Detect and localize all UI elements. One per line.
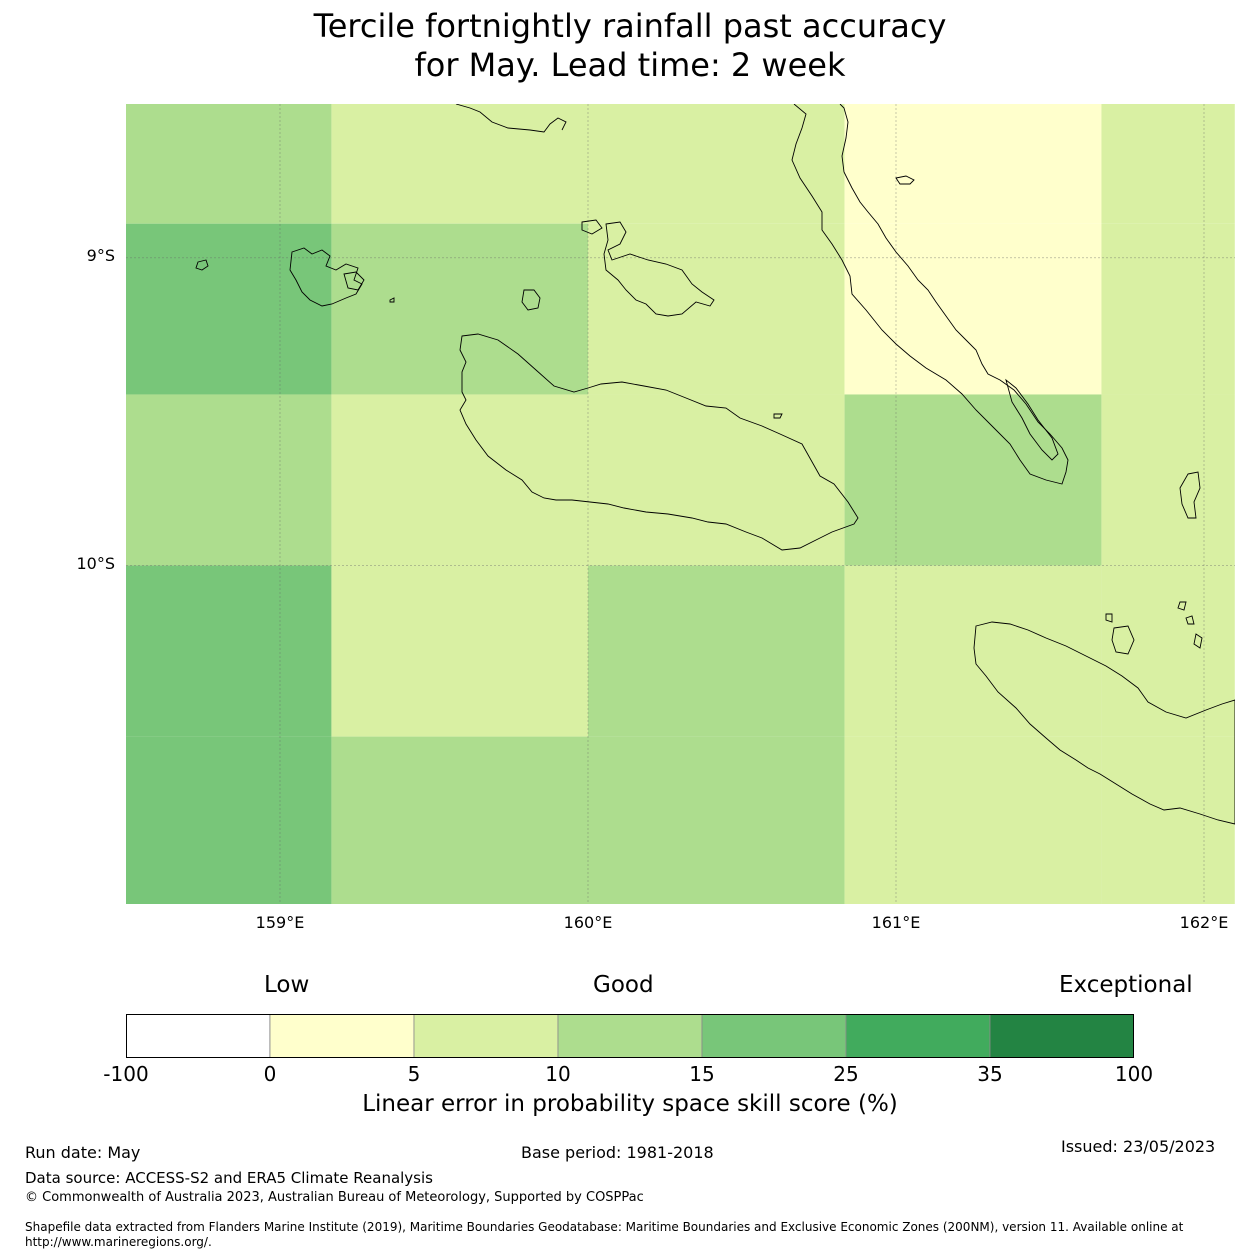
skill-grid-cells bbox=[126, 104, 1235, 904]
skill-cell bbox=[844, 394, 1102, 566]
lon-tick-label-162e: 162°E bbox=[1179, 913, 1229, 932]
island-russell-east bbox=[343, 271, 365, 291]
colorbar-category-exceptional: Exceptional bbox=[1059, 972, 1193, 998]
skill-cell bbox=[1101, 104, 1235, 224]
island-florida bbox=[603, 221, 715, 317]
skill-cell bbox=[844, 565, 1102, 737]
skill-cell bbox=[126, 223, 332, 395]
skill-map bbox=[126, 104, 1235, 904]
islet-west bbox=[195, 259, 209, 271]
colorbar-tick-5: 5 bbox=[407, 1062, 421, 1086]
island-malaita-small bbox=[895, 175, 915, 185]
island-savo bbox=[521, 289, 541, 311]
skill-cell bbox=[588, 104, 845, 224]
data-source: Data source: ACCESS-S2 and ERA5 Climate … bbox=[25, 1169, 433, 1187]
colorbar-tick-10: 10 bbox=[545, 1062, 571, 1086]
island-ulawa bbox=[1179, 471, 1201, 519]
island-russell bbox=[289, 247, 363, 307]
skill-cell bbox=[1101, 223, 1235, 395]
skill-cell bbox=[126, 565, 332, 737]
island-small-maramasike bbox=[1005, 378, 1059, 461]
graticule-lines bbox=[126, 104, 1235, 904]
island-north-coast bbox=[455, 104, 567, 133]
skill-cell bbox=[844, 736, 1102, 904]
colorbar-tick-15: 15 bbox=[689, 1062, 715, 1086]
run-date: Run date: May bbox=[25, 1143, 141, 1162]
colorbar-tick-25: 25 bbox=[833, 1062, 859, 1086]
lon-tick-label-161e: 161°E bbox=[871, 913, 921, 932]
islet-small bbox=[389, 297, 395, 303]
base-period: Base period: 1981-2018 bbox=[521, 1143, 714, 1162]
skill-cell bbox=[126, 104, 332, 224]
colorbar-tick-0: 0 bbox=[263, 1062, 277, 1086]
islet-b bbox=[1177, 601, 1187, 611]
skill-cell bbox=[1101, 394, 1235, 566]
skill-cell bbox=[126, 736, 332, 904]
colorbar-swatch bbox=[989, 1014, 1134, 1058]
lat-tick-label-10s: 10°S bbox=[76, 554, 115, 573]
issued-date: Issued: 23/05/2023 bbox=[1061, 1137, 1216, 1156]
islet-makira-north bbox=[1111, 625, 1135, 655]
shapefile-credit-line-2: http://www.marineregions.org/. bbox=[25, 1235, 212, 1249]
island-makira bbox=[973, 621, 1235, 825]
skill-cell bbox=[331, 565, 588, 737]
skill-cell bbox=[126, 394, 332, 566]
colorbar-category-low: Low bbox=[264, 972, 310, 998]
colorbar-category-good: Good bbox=[593, 972, 654, 998]
colorbar bbox=[126, 1014, 1134, 1058]
colorbar-swatch bbox=[701, 1014, 847, 1058]
colorbar-swatch bbox=[269, 1014, 415, 1058]
map-title-line-2: for May. Lead time: 2 week bbox=[414, 46, 846, 84]
skill-cell bbox=[588, 565, 845, 737]
skill-cell bbox=[331, 394, 588, 566]
skill-cell bbox=[331, 104, 588, 224]
colorbar-label: Linear error in probability space skill … bbox=[362, 1091, 898, 1117]
skill-cell bbox=[588, 736, 845, 904]
colorbar-swatch bbox=[845, 1014, 991, 1058]
skill-cell bbox=[588, 394, 845, 566]
colorbar-swatch bbox=[557, 1014, 703, 1058]
island-florida-north bbox=[581, 219, 603, 235]
skill-cell bbox=[331, 223, 588, 395]
colorbar-tick-minus100: -100 bbox=[103, 1062, 149, 1086]
copyright: © Commonwealth of Australia 2023, Austra… bbox=[25, 1190, 644, 1205]
skill-cell bbox=[1101, 736, 1235, 904]
islet-e bbox=[773, 413, 783, 419]
islet-c bbox=[1185, 615, 1195, 625]
skill-cell bbox=[844, 104, 1102, 224]
skill-cell bbox=[588, 223, 845, 395]
colorbar-tick-100: 100 bbox=[1114, 1062, 1154, 1086]
lon-tick-label-160e: 160°E bbox=[563, 913, 613, 932]
island-guadalcanal bbox=[459, 333, 859, 551]
skill-cell bbox=[331, 736, 588, 904]
colorbar-border bbox=[126, 1014, 1134, 1058]
skill-cell bbox=[844, 223, 1102, 395]
colorbar-swatch bbox=[413, 1014, 559, 1058]
skill-cell bbox=[1101, 565, 1235, 737]
lat-tick-label-9s: 9°S bbox=[86, 246, 115, 265]
colorbar-tick-35: 35 bbox=[977, 1062, 1003, 1086]
lon-tick-label-159e: 159°E bbox=[255, 913, 305, 932]
islet-a bbox=[1105, 613, 1113, 623]
colorbar-swatch bbox=[126, 1014, 271, 1058]
island-malaita bbox=[791, 104, 1069, 485]
shapefile-credit-line-1: Shapefile data extracted from Flanders M… bbox=[25, 1220, 1184, 1234]
map-title-line-1: Tercile fortnightly rainfall past accura… bbox=[313, 7, 947, 45]
islet-d bbox=[1193, 633, 1203, 649]
coastlines bbox=[195, 104, 1235, 825]
